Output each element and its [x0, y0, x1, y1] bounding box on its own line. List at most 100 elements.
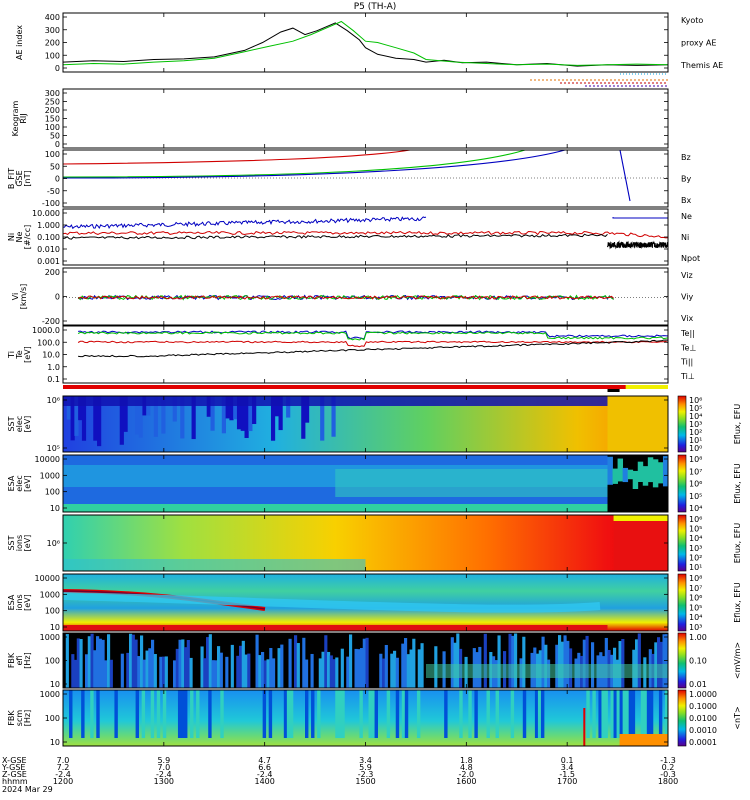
spectrogram-column — [341, 690, 345, 738]
colorbar-tick-label: 10⁵ — [689, 404, 702, 413]
spectrogram-column — [244, 654, 248, 688]
legend-label: Vix — [681, 314, 694, 323]
colorbar-tick-label: 10¹ — [689, 563, 702, 572]
y-tick-label: 100 — [45, 607, 60, 616]
spectrogram-column — [360, 648, 364, 688]
colorbar — [677, 514, 687, 572]
spectrogram-column — [635, 639, 639, 688]
position-label: 5.9 — [359, 763, 372, 772]
spectrogram-column — [390, 653, 394, 688]
spectrogram-band — [619, 734, 668, 746]
spectrogram-column — [81, 396, 87, 441]
panel-ylabel: Keogram — [11, 100, 20, 136]
spectrogram-column — [607, 456, 613, 485]
panel-ylabel: [eV] — [23, 594, 32, 611]
spectrogram-column — [119, 396, 124, 445]
y-tick-label: 0.001 — [37, 257, 60, 266]
spectrogram-column — [302, 637, 306, 688]
panel-ylabel: [#/cc] — [23, 225, 32, 249]
colorbar-tick-label: 10² — [689, 428, 702, 437]
legend-label: Te|| — [680, 329, 695, 338]
spectrogram-column — [346, 656, 350, 688]
panel-frame — [62, 88, 669, 149]
spectrogram-column — [327, 651, 331, 688]
position-label: -2.4 — [156, 770, 172, 779]
spectrogram-column — [582, 639, 586, 688]
ne-line — [62, 230, 669, 239]
panel-ylabel: Vi — [11, 293, 20, 301]
spectrogram-column — [85, 654, 89, 688]
bz-line — [62, 149, 411, 165]
spectrogram-column — [145, 650, 149, 688]
ni-line — [607, 240, 669, 250]
spectrogram-column — [619, 690, 624, 738]
mode-bar — [63, 385, 668, 389]
spectrogram-column — [76, 638, 80, 688]
spectrogram-column — [374, 690, 378, 738]
spectrogram-column — [220, 690, 224, 738]
y-tick-label: 100 — [45, 150, 60, 159]
position-label: 1.8 — [460, 756, 473, 765]
spectrogram-column — [586, 690, 590, 738]
spectrogram-column — [483, 633, 487, 688]
y-tick-label: 0 — [55, 140, 60, 149]
spectrogram-column — [362, 638, 366, 688]
spectrogram-band — [63, 559, 366, 571]
spectrogram-column — [495, 690, 499, 738]
position-label: -2.4 — [55, 770, 71, 779]
spectrogram-column — [177, 690, 182, 738]
spectrogram-column — [646, 690, 651, 738]
spectrogram-column — [393, 650, 397, 688]
y-tick-label: 0.100 — [37, 233, 60, 242]
spectrogram-column — [96, 636, 100, 688]
spectrogram-column — [604, 637, 608, 688]
spectrogram-column — [109, 659, 113, 688]
spectrogram-column — [93, 396, 98, 441]
y-tick-label: 300 — [45, 89, 60, 98]
spectrogram-column — [206, 637, 210, 688]
position-label: 7.0 — [157, 763, 170, 772]
panel-frame — [62, 12, 669, 73]
colorbar — [677, 454, 687, 513]
spectrogram-column — [156, 690, 161, 738]
spectrogram-column — [510, 690, 515, 738]
spectrogram-column — [87, 636, 91, 688]
spectrogram-column — [239, 645, 243, 688]
spectrogram-column — [255, 634, 259, 688]
colorbar-tick-label: 10³ — [689, 420, 702, 429]
y-tick-label: 10⁶ — [47, 396, 60, 405]
spectrogram-column — [137, 656, 141, 688]
panel-ylabel: FBK — [7, 710, 16, 726]
spectrogram-column — [104, 660, 108, 688]
y-tick-label: 0.1 — [47, 375, 60, 384]
spectrogram-column — [368, 690, 372, 738]
spectrogram-column — [173, 660, 177, 688]
spectrogram-column — [511, 635, 515, 688]
x-tick-label: 1400 — [254, 777, 274, 786]
spectrogram-column — [450, 637, 454, 688]
spectrogram-band — [607, 396, 668, 452]
y-tick-label: 1000 — [40, 590, 60, 599]
spectrogram-column — [97, 396, 102, 447]
colorbar-tick-label: 1.0000 — [689, 690, 717, 699]
spectrogram-column — [258, 655, 262, 688]
spectrogram-column — [211, 660, 215, 688]
y-tick-label: 0 — [55, 293, 60, 302]
spectrogram-column — [514, 633, 518, 688]
colorbar-label: Eflux, EFU — [733, 523, 742, 564]
spectrogram-column — [189, 657, 193, 688]
y-tick-label: 50 — [50, 132, 60, 141]
spectrogram-column — [200, 646, 204, 688]
position-label: -2.3 — [358, 770, 374, 779]
panel-ylabel: elec — [15, 416, 24, 432]
spectrogram-column — [540, 690, 545, 738]
spectrogram-column — [604, 690, 608, 738]
spectrogram-column — [126, 652, 130, 688]
spectrogram-column — [135, 690, 140, 738]
spectrogram-column — [191, 396, 196, 440]
spectrogram-column — [417, 649, 421, 688]
y-tick-label: 150 — [45, 115, 60, 124]
spectrogram-column — [522, 690, 527, 738]
spectrogram-column — [404, 638, 408, 688]
